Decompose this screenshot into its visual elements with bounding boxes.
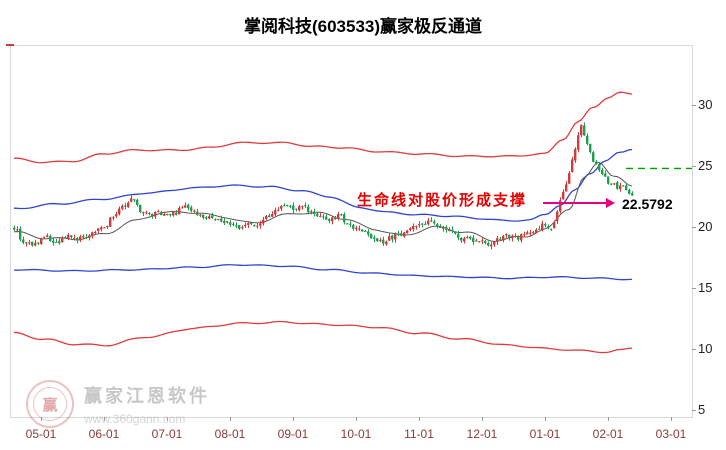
watermark-url: www.360gann.com <box>84 412 186 426</box>
x-axis-label: 02-01 <box>592 427 624 441</box>
support-arrow-line <box>543 202 608 204</box>
x-axis-label: 11-01 <box>404 427 434 441</box>
brand-logo-inner-ring: 赢 <box>33 387 67 421</box>
x-axis-label: 06-01 <box>88 427 120 441</box>
support-arrow-head-icon <box>606 198 615 208</box>
y-axis-label: 15 <box>698 280 713 295</box>
y-axis-label: 10 <box>698 341 713 356</box>
x-axis-label: 10-01 <box>340 427 372 441</box>
x-axis-label: 09-01 <box>277 427 309 441</box>
brand-logo-character: 赢 <box>42 396 58 414</box>
support-annotation: 生命线对股价形成支撑 <box>357 192 528 209</box>
y-axis-label: 25 <box>698 158 713 173</box>
brand-logo-icon: 赢 <box>26 380 74 428</box>
x-axis-label: 03-01 <box>655 427 687 441</box>
x-axis-label: 07-01 <box>151 427 183 441</box>
watermark: 赢 赢家江恩软件 www.360gann.com <box>26 380 210 428</box>
x-axis-label: 12-01 <box>466 427 498 441</box>
last-price-label: 22.5792 <box>622 196 673 212</box>
x-axis-label: 05-01 <box>25 427 57 441</box>
x-axis-label: 01-01 <box>529 427 561 441</box>
watermark-brand: 赢家江恩软件 <box>84 386 210 406</box>
y-axis-label: 5 <box>698 402 706 417</box>
chart-title: 掌阅科技(603533)赢家极反通道 <box>243 17 483 36</box>
watermark-text: 赢家江恩软件 www.360gann.com <box>84 382 210 426</box>
x-axis-label: 08-01 <box>214 427 246 441</box>
y-axis-label: 20 <box>698 219 713 234</box>
y-axis-label: 30 <box>698 97 713 112</box>
